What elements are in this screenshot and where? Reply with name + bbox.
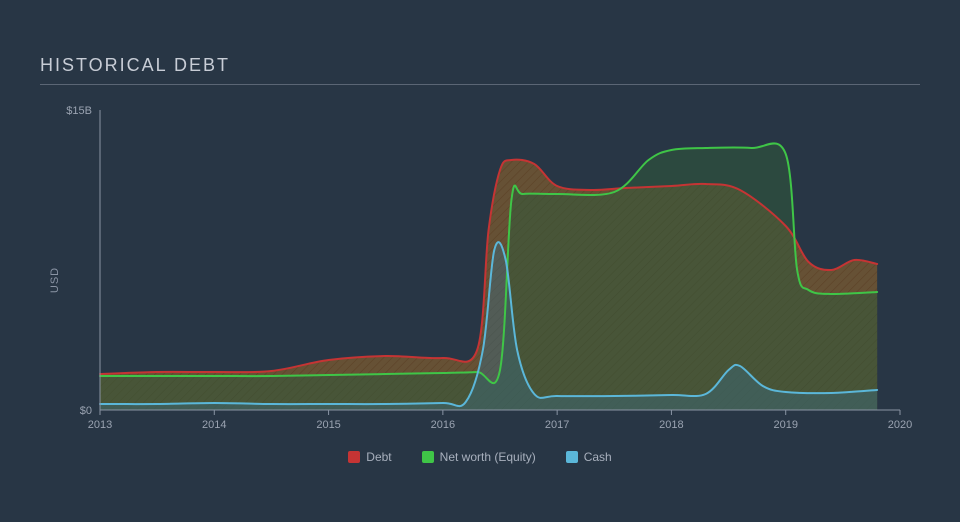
title-container: HISTORICAL DEBT: [40, 55, 920, 85]
legend-swatch-equity: [422, 451, 434, 463]
svg-text:2015: 2015: [316, 419, 340, 431]
chart-area: USD $0 $15B 2013 2014 2015 2016 2017 2018 2019 20…: [40, 90, 920, 470]
svg-text:2016: 2016: [431, 419, 455, 431]
svg-text:2020: 2020: [888, 419, 912, 431]
legend-swatch-cash: [566, 451, 578, 463]
chart-svg: $0 $15B 2013 2014 2015 2016 2017 2018 2019 2020: [40, 90, 920, 440]
legend: Debt Net worth (Equity) Cash: [40, 450, 920, 464]
svg-text:2014: 2014: [202, 419, 226, 431]
legend-swatch-debt: [348, 451, 360, 463]
legend-item-equity: Net worth (Equity): [422, 450, 536, 464]
svg-text:2019: 2019: [773, 419, 797, 431]
svg-text:2013: 2013: [88, 419, 112, 431]
legend-label-cash: Cash: [584, 450, 612, 464]
svg-text:$0: $0: [80, 405, 92, 417]
legend-label-debt: Debt: [366, 450, 391, 464]
legend-label-equity: Net worth (Equity): [440, 450, 536, 464]
svg-text:2017: 2017: [545, 419, 569, 431]
legend-item-cash: Cash: [566, 450, 612, 464]
y-axis-label: USD: [49, 267, 61, 293]
svg-text:2018: 2018: [659, 419, 683, 431]
svg-text:$15B: $15B: [66, 105, 92, 117]
chart-title: HISTORICAL DEBT: [40, 55, 920, 85]
legend-item-debt: Debt: [348, 450, 391, 464]
